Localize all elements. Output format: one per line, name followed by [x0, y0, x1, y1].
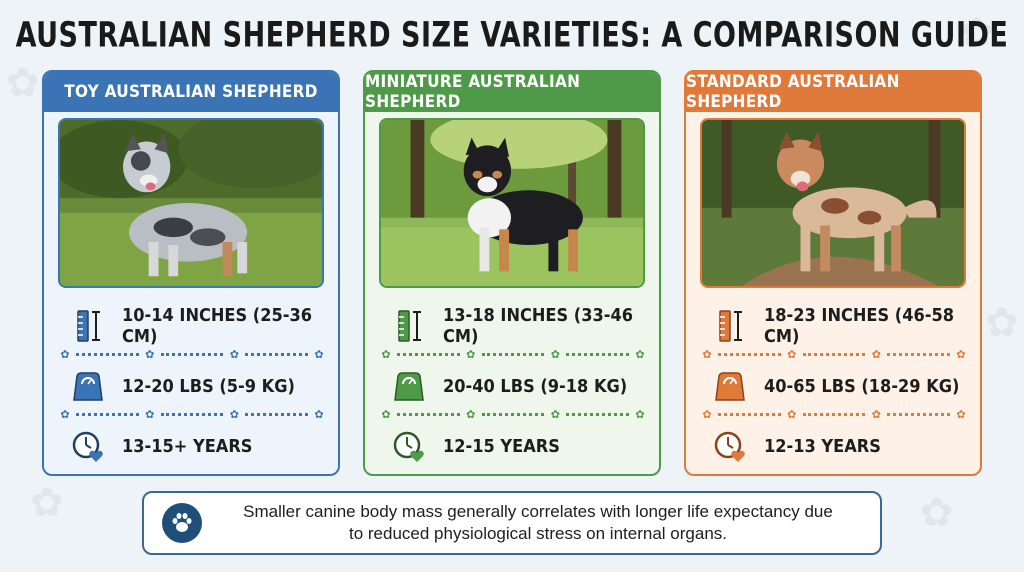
scale-icon [394, 372, 424, 401]
paw-icon [162, 503, 202, 543]
separator: ✿ ✿ ✿ ✿ [379, 407, 647, 421]
lifespan-stat: 12-13 YEARS [712, 428, 962, 464]
paw-icon: ✿ [871, 348, 881, 361]
paw-icon: ✿ [787, 408, 797, 421]
scale-icon [715, 372, 745, 401]
lifespan-stat: 13-15+ YEARS [70, 428, 320, 464]
paw-icon: ✿ [381, 408, 391, 421]
background-paw-icon: ✿ [920, 491, 954, 535]
note-line-1: Smaller canine body mass generally corre… [243, 502, 833, 521]
paw-icon: ✿ [550, 348, 560, 361]
height-stat: 18-23 INCHES (46-58 CM) [712, 305, 962, 347]
card-standard: STANDARD AUSTRALIAN SHEPHERD [684, 70, 982, 476]
separator: ✿ ✿ ✿ ✿ [58, 407, 326, 421]
scale-icon [73, 372, 103, 401]
ruler-icon [719, 310, 742, 342]
background-paw-icon: ✿ [960, 11, 994, 55]
clock-heart-icon [72, 431, 103, 462]
card-toy: TOY AUSTRALIAN SHEPHERD [42, 70, 340, 476]
separator: ✿ ✿ ✿ ✿ [700, 407, 968, 421]
info-note: Smaller canine body mass generally corre… [142, 491, 882, 555]
paw-icon: ✿ [229, 348, 239, 361]
background-paw-icon: ✿ [6, 61, 40, 105]
paw-icon: ✿ [145, 348, 155, 361]
note-text: Smaller canine body mass generally corre… [218, 501, 858, 545]
height-stat: 10-14 INCHES (25-36 CM) [70, 305, 320, 347]
weight-stat: 40-65 LBS (18-29 KG) [712, 368, 962, 404]
clock-heart-icon [393, 431, 424, 462]
paw-icon: ✿ [871, 408, 881, 421]
paw-icon: ✿ [60, 408, 70, 421]
dog-photo [700, 118, 966, 288]
ruler-icon [77, 310, 100, 342]
lifespan-value: 13-15+ YEARS [122, 435, 253, 457]
paw-icon: ✿ [635, 348, 645, 361]
weight-value: 12-20 LBS (5-9 KG) [122, 375, 295, 397]
height-stat: 13-18 INCHES (33-46 CM) [391, 305, 641, 347]
height-value: 13-18 INCHES (33-46 CM) [443, 305, 633, 347]
weight-value: 20-40 LBS (9-18 KG) [443, 375, 628, 397]
dog-photo [379, 118, 645, 288]
clock-heart-icon [714, 431, 745, 462]
paw-icon: ✿ [956, 408, 966, 421]
separator: ✿ ✿ ✿ ✿ [700, 347, 968, 361]
paw-icon: ✿ [60, 348, 70, 361]
lifespan-value: 12-13 YEARS [764, 435, 881, 457]
ruler-icon [398, 310, 421, 342]
paw-icon: ✿ [229, 408, 239, 421]
height-value: 18-23 INCHES (46-58 CM) [764, 305, 954, 347]
paw-icon: ✿ [314, 408, 324, 421]
background-paw-icon: ✿ [985, 301, 1019, 345]
paw-icon: ✿ [466, 348, 476, 361]
paw-icon: ✿ [635, 408, 645, 421]
separator: ✿ ✿ ✿ ✿ [58, 347, 326, 361]
height-value: 10-14 INCHES (25-36 CM) [122, 305, 312, 347]
card-miniature: MINIATURE AUSTRALIAN SHEPHERD [363, 70, 661, 476]
paw-icon: ✿ [787, 348, 797, 361]
paw-icon: ✿ [381, 348, 391, 361]
paw-icon: ✿ [314, 348, 324, 361]
paw-icon: ✿ [550, 408, 560, 421]
page-title: AUSTRALIAN SHEPHERD SIZE VARIETIES: A CO… [15, 15, 1009, 56]
background-paw-icon: ✿ [30, 481, 64, 525]
lifespan-stat: 12-15 YEARS [391, 428, 641, 464]
note-line-2: to reduced physiological stress on inter… [349, 524, 727, 543]
weight-stat: 20-40 LBS (9-18 KG) [391, 368, 641, 404]
separator: ✿ ✿ ✿ ✿ [379, 347, 647, 361]
paw-icon: ✿ [145, 408, 155, 421]
card-title: MINIATURE AUSTRALIAN SHEPHERD [365, 72, 659, 112]
dog-photo [58, 118, 324, 288]
lifespan-value: 12-15 YEARS [443, 435, 560, 457]
paw-icon: ✿ [466, 408, 476, 421]
card-title: TOY AUSTRALIAN SHEPHERD [44, 72, 338, 112]
paw-icon: ✿ [702, 408, 712, 421]
weight-stat: 12-20 LBS (5-9 KG) [70, 368, 320, 404]
weight-value: 40-65 LBS (18-29 KG) [764, 375, 960, 397]
paw-icon: ✿ [702, 348, 712, 361]
card-title: STANDARD AUSTRALIAN SHEPHERD [686, 72, 980, 112]
paw-icon: ✿ [956, 348, 966, 361]
